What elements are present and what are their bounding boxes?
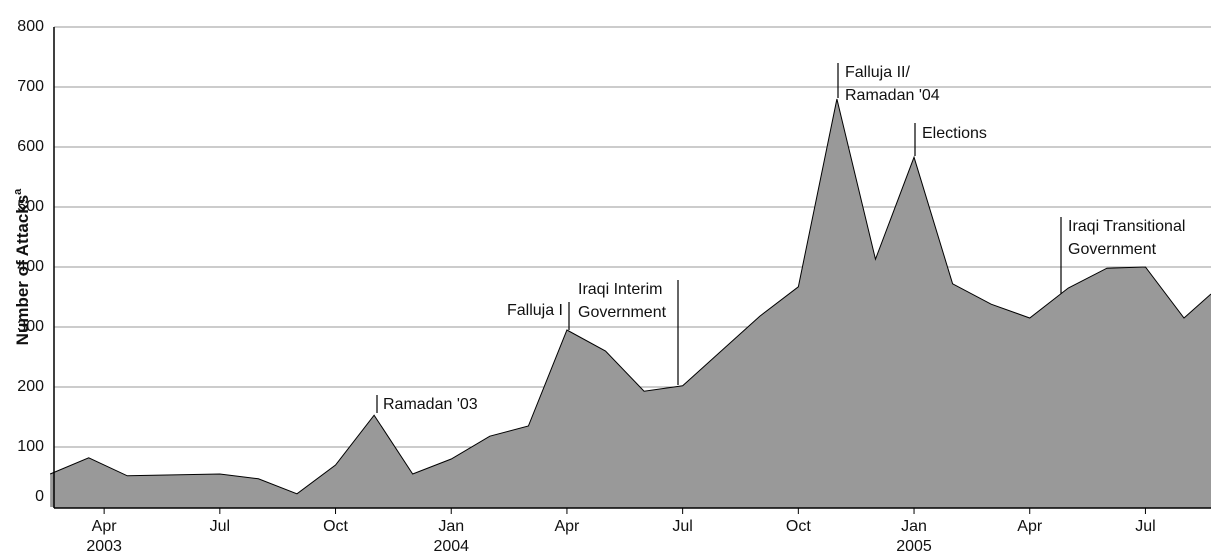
x-tick-label: Jan	[438, 518, 464, 535]
x-tick-label: Jul	[210, 518, 230, 535]
y-tick-label: 300	[17, 318, 44, 335]
y-tick-label: 0	[35, 488, 44, 505]
annotation: Iraqi Interim	[578, 281, 662, 298]
annotation: Iraqi Transitional	[1068, 218, 1185, 235]
annotation: Falluja II/	[845, 64, 910, 81]
y-tick-label: 200	[17, 378, 44, 395]
x-tick-label: Apr	[92, 518, 118, 535]
y-tick-label: 500	[17, 198, 44, 215]
annotation: Elections	[922, 125, 987, 142]
x-tick-year: 2003	[86, 538, 122, 555]
annotation: Falluja I	[507, 302, 563, 319]
annotation: Ramadan '03	[383, 396, 478, 413]
x-tick-label: Oct	[323, 518, 348, 535]
annotation: Government	[1068, 241, 1157, 258]
y-axis-label-note: a	[12, 188, 24, 195]
x-tick-label: Jan	[901, 518, 927, 535]
y-tick-label: 100	[17, 438, 44, 455]
area	[50, 99, 1211, 507]
y-axis-label: Number of Attacksa	[12, 188, 33, 346]
annotation: Ramadan '04	[845, 87, 940, 104]
x-tick-label: Apr	[1017, 518, 1043, 535]
x-tick-label: Oct	[786, 518, 811, 535]
y-tick-label: 700	[17, 78, 44, 95]
y-axis-label-text: Number of Attacks	[13, 195, 32, 346]
y-tick-label: 800	[17, 18, 44, 35]
x-tick-year: 2004	[433, 538, 469, 555]
x-tick-label: Apr	[554, 518, 580, 535]
y-tick-label: 600	[17, 138, 44, 155]
annotation: Government	[578, 304, 667, 321]
x-tick-label: Jul	[1135, 518, 1155, 535]
line	[49, 98, 1211, 495]
x-tick-label: Jul	[672, 518, 692, 535]
x-tick-year: 2005	[896, 538, 932, 555]
y-tick-label: 400	[17, 258, 44, 275]
